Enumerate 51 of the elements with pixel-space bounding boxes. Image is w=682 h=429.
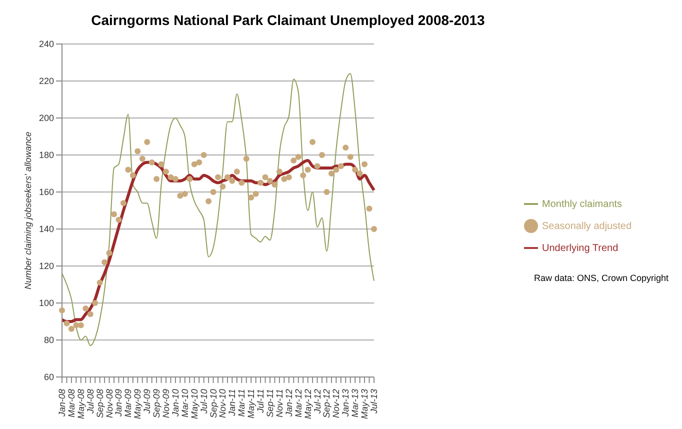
x-tick-label: Sep-12 <box>322 389 332 418</box>
x-tick-label: Nov-10 <box>218 389 228 418</box>
x-tick-label: Jan-10 <box>170 389 180 418</box>
y-tick-label: 120 <box>38 261 54 272</box>
x-tick-label: Jan-12 <box>284 389 294 418</box>
y-tick-label: 240 <box>38 39 54 50</box>
x-tick-label: Jul-09 <box>142 389 152 415</box>
y-tick-label: 140 <box>38 224 54 234</box>
x-tick-label: May-12 <box>302 389 313 420</box>
y-tick-label: 60 <box>44 372 54 382</box>
x-tick-label: Jan-11 <box>227 389 238 417</box>
x-tick-label: Nov-11 <box>274 389 284 418</box>
x-tick-label: Mar-10 <box>180 389 190 418</box>
y-tick-label: 100 <box>38 298 54 308</box>
x-tick-label: Nov-09 <box>161 389 171 418</box>
y-tick-label: 160 <box>38 187 54 198</box>
x-tick-label: Mar-09 <box>123 389 134 418</box>
x-tick-label: Jul-10 <box>198 389 209 415</box>
y-axis-title: Number claiming jobseekers' allowance <box>23 132 34 290</box>
y-tick-label: 200 <box>38 113 54 124</box>
x-tick-label: May-13 <box>360 389 370 420</box>
x-tick-label: Jul-11 <box>256 389 266 414</box>
text: Raw data: ONS, Crown Copyright <box>534 273 669 283</box>
line-series <box>62 73 374 346</box>
x-tick-label: May-10 <box>189 389 200 420</box>
x-tick-label: May-09 <box>132 389 143 420</box>
x-tick-label: Mar-11 <box>236 389 247 417</box>
legend-label: Monthly claimants <box>542 198 622 210</box>
x-tick-label: Sep-11 <box>265 389 275 418</box>
y-tick-label: 220 <box>38 76 54 86</box>
legend-label: Underlying Trend <box>542 242 618 254</box>
x-tick-label: Jan-09 <box>114 389 124 418</box>
x-tick-label: Jul-12 <box>312 389 322 415</box>
x-tick-label: Jan-13 <box>340 389 351 418</box>
chart-title: Cairngorms National Park Claimant Unemployed 2008-2013 <box>90 12 486 28</box>
x-tick-label: Jul-08 <box>85 389 96 415</box>
x-tick-label: Mar-12 <box>293 389 304 418</box>
y-tick-label: 80 <box>44 335 54 346</box>
x-tick-label: Mar-08 <box>66 389 76 418</box>
x-tick-label: Sep-10 <box>208 389 218 418</box>
x-tick-label: Jul-13 <box>369 389 379 415</box>
y-tick-label: 180 <box>38 150 54 160</box>
legend-label: Seasonally adjusted <box>542 220 632 232</box>
x-tick-label: Mar-13 <box>350 389 360 418</box>
x-tick-label: Sep-08 <box>94 389 105 418</box>
x-tick-label: Sep-09 <box>152 389 162 418</box>
x-tick-label: May-08 <box>76 389 86 420</box>
x-tick-label: Nov-12 <box>331 389 342 418</box>
x-tick-label: Nov-08 <box>104 389 114 418</box>
x-tick-label: May-11 <box>246 389 256 418</box>
x-tick-label: Jan-08 <box>57 389 67 418</box>
